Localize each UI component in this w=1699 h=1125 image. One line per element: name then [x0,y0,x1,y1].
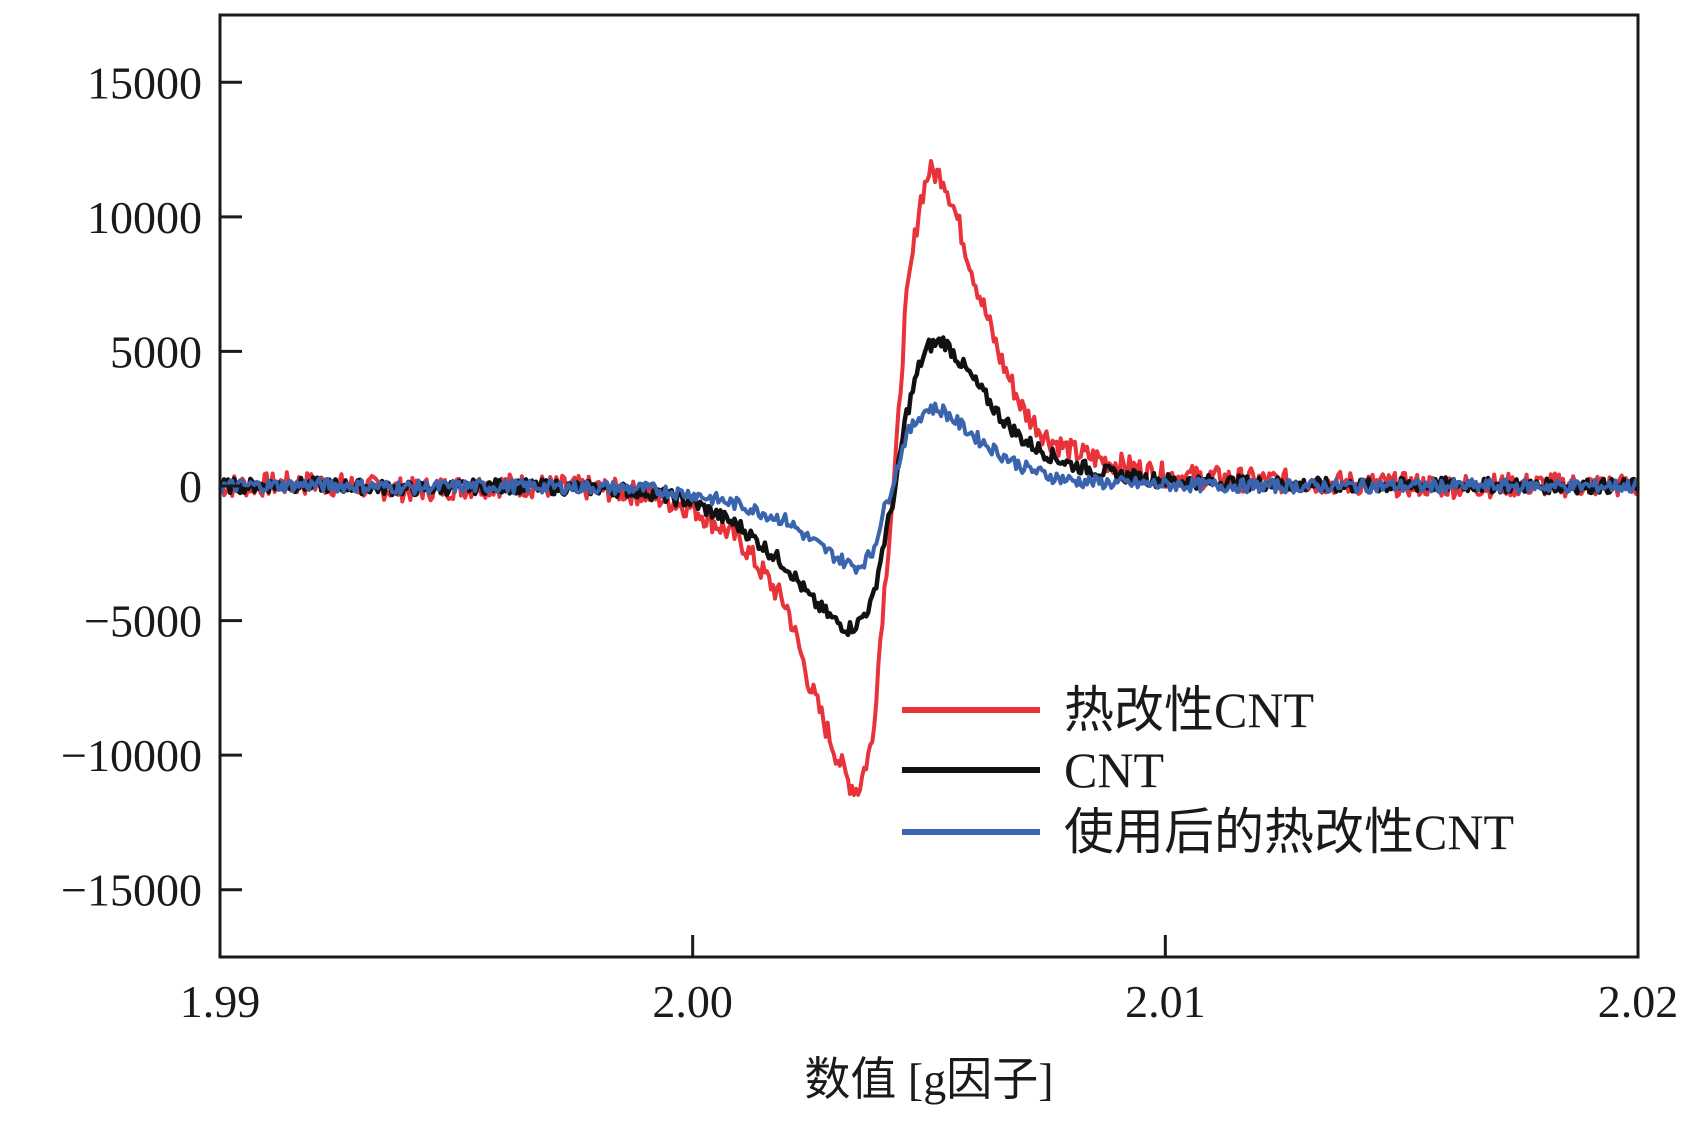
y-axis: 15000 10000 5000 0 −5000 −10000 −15000 [61,57,242,916]
y-tick-label: −5000 [84,596,202,647]
y-tick-label: −15000 [61,865,202,916]
plot-lines [218,159,1640,797]
legend-label: 热改性CNT [1064,682,1314,738]
x-axis-label: 数值 [g因子] [804,1054,1053,1105]
x-tick-label: 1.99 [180,976,261,1027]
series-line [218,159,1640,797]
legend-label: CNT [1064,742,1164,798]
y-tick-label: 15000 [87,57,202,108]
series-line [218,401,1640,575]
y-tick-label: 10000 [87,192,202,243]
y-tick-label: −10000 [61,730,202,781]
x-tick-label: 2.00 [652,976,733,1027]
x-axis: 1.99 2.00 2.01 2.02 [180,935,1679,1027]
x-tick-label: 2.02 [1598,976,1679,1027]
y-tick-label: 5000 [110,326,202,377]
x-tick-label: 2.01 [1125,976,1206,1027]
y-tick-label: 0 [179,461,202,512]
legend-label: 使用后的热改性CNT [1064,804,1514,860]
